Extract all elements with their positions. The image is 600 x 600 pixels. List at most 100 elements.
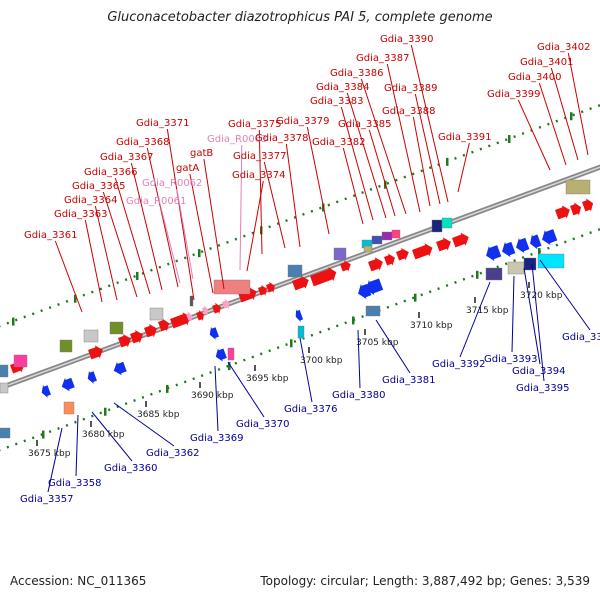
reverse-gene-arrow xyxy=(502,241,516,258)
forward-gene-label: Gdia_3365 xyxy=(72,181,125,192)
forward-leader-line xyxy=(102,191,138,298)
reverse-guide-tick xyxy=(414,293,417,302)
reverse-guide-dots xyxy=(0,227,600,452)
forward-gene-arrow xyxy=(118,334,131,348)
cds-box xyxy=(391,229,401,239)
cds-box xyxy=(371,235,383,245)
forward-gene-arrow xyxy=(266,281,275,294)
forward-leader-line xyxy=(146,147,179,288)
forward-guide-tick xyxy=(198,249,201,258)
forward-gene-label: gatA xyxy=(176,163,199,174)
reverse-gene-label: Gdia_3396 xyxy=(562,332,600,343)
kbp-tick-mark xyxy=(36,440,38,446)
reverse-gene-arrow xyxy=(542,229,558,246)
cds-box xyxy=(431,219,443,233)
forward-gene-label: Gdia_3383 xyxy=(310,96,363,107)
reverse-gene-label: Gdia_3369 xyxy=(190,433,243,444)
cds-box xyxy=(333,247,347,261)
kbp-tick-mark xyxy=(474,297,476,303)
reverse-guide-tick xyxy=(290,339,293,348)
forward-leader-line xyxy=(346,92,387,219)
forward-leader-line xyxy=(166,128,195,301)
forward-leader-line xyxy=(306,126,330,235)
cds-box xyxy=(109,321,124,335)
forward-gene-label: Gdia_3399 xyxy=(487,89,540,100)
forward-guide-tick xyxy=(74,294,77,303)
reverse-gene-label: Gdia_3358 xyxy=(48,478,101,489)
reverse-gene-arrow xyxy=(41,384,51,398)
reverse-gene-label: Gdia_3381 xyxy=(382,375,435,386)
forward-gene-label: Gdia_R0061 xyxy=(126,196,186,207)
forward-gene-label: Gdia_3389 xyxy=(384,83,437,94)
kbp-tick-label: 3710 kbp xyxy=(410,321,453,331)
forward-gene-label: Gdia_3401 xyxy=(520,57,573,68)
forward-gene-arrow xyxy=(144,324,157,338)
forward-leader-line xyxy=(263,161,286,249)
forward-gene-label: Gdia_R0063 xyxy=(207,134,267,145)
reverse-guide-tick xyxy=(42,430,45,439)
reverse-gene-arrow xyxy=(87,370,97,384)
cds-box xyxy=(297,325,305,339)
accession-text: Accession: NC_011365 xyxy=(10,574,147,588)
forward-leader-line xyxy=(189,173,214,294)
forward-guide-dots xyxy=(0,103,600,328)
cds-box xyxy=(213,279,251,295)
forward-gene-label: Gdia_3367 xyxy=(100,152,153,163)
forward-gene-label: Gdia_3384 xyxy=(316,82,369,93)
forward-gene-label: Gdia_3391 xyxy=(438,132,491,143)
forward-leader-line xyxy=(517,99,551,171)
forward-gene-label: Gdia_3368 xyxy=(116,137,169,148)
forward-gene-label: Gdia_3371 xyxy=(136,118,189,129)
cds-box xyxy=(537,253,565,269)
reverse-guide-tick xyxy=(538,248,541,257)
reverse-guide-tick xyxy=(352,316,355,325)
rna-feature-arrow xyxy=(186,311,192,322)
forward-leader-line xyxy=(285,143,301,248)
forward-gene-label: Gdia_3400 xyxy=(508,72,561,83)
forward-leader-line xyxy=(410,44,449,203)
forward-gene-arrow xyxy=(130,330,143,344)
reverse-gene-arrow xyxy=(61,377,75,392)
cds-box xyxy=(365,305,381,317)
kbp-tick-label: 3680 kbp xyxy=(82,430,125,440)
kbp-tick-mark xyxy=(364,329,366,335)
reverse-leader-line xyxy=(299,337,313,403)
reverse-leader-line xyxy=(357,329,361,389)
forward-gene-arrow xyxy=(452,232,469,248)
forward-gene-label: Gdia_3385 xyxy=(338,119,391,130)
kbp-tick-mark xyxy=(145,401,147,407)
forward-gene-label: Gdia_3361 xyxy=(24,230,77,241)
reverse-gene-label: Gdia_3362 xyxy=(146,448,199,459)
forward-leader-line xyxy=(457,142,470,193)
reverse-leader-line xyxy=(47,427,63,493)
kbp-tick-label: 3705 kbp xyxy=(356,338,399,348)
kbp-tick-mark xyxy=(308,347,310,353)
map-title: Gluconacetobacter diazotrophicus PAI 5, … xyxy=(107,10,493,25)
reverse-gene-label: Gdia_3376 xyxy=(284,404,337,415)
forward-gene-arrow xyxy=(258,284,267,297)
forward-leader-line xyxy=(368,129,396,217)
forward-leader-line xyxy=(160,206,181,284)
kbp-tick-mark xyxy=(199,382,201,388)
cds-box xyxy=(0,382,9,394)
forward-leader-line xyxy=(258,129,263,255)
reverse-gene-arrow xyxy=(215,348,227,362)
forward-gene-arrow xyxy=(384,253,395,266)
rna-feature-arrow xyxy=(202,305,208,316)
reverse-gene-label: Gdia_3370 xyxy=(236,419,289,430)
forward-gene-arrow xyxy=(158,318,170,332)
reverse-gene-label: Gdia_3380 xyxy=(332,390,385,401)
forward-leader-line xyxy=(203,158,225,290)
reverse-gene-arrow xyxy=(486,245,502,262)
reverse-gene-label: Gdia_3393 xyxy=(484,354,537,365)
forward-gene-label: Gdia_3377 xyxy=(233,151,286,162)
cds-box xyxy=(381,231,393,241)
cds-box xyxy=(149,307,164,321)
forward-gene-label: gatB xyxy=(190,148,213,159)
forward-leader-line xyxy=(550,67,579,161)
forward-gene-label: Gdia_3364 xyxy=(64,195,117,206)
forward-gene-label: Gdia_R0062 xyxy=(142,178,202,189)
reverse-leader-line xyxy=(511,275,515,353)
forward-gene-arrow xyxy=(292,275,309,291)
